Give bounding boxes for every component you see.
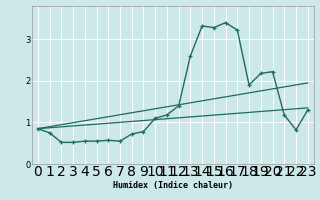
- X-axis label: Humidex (Indice chaleur): Humidex (Indice chaleur): [113, 181, 233, 190]
